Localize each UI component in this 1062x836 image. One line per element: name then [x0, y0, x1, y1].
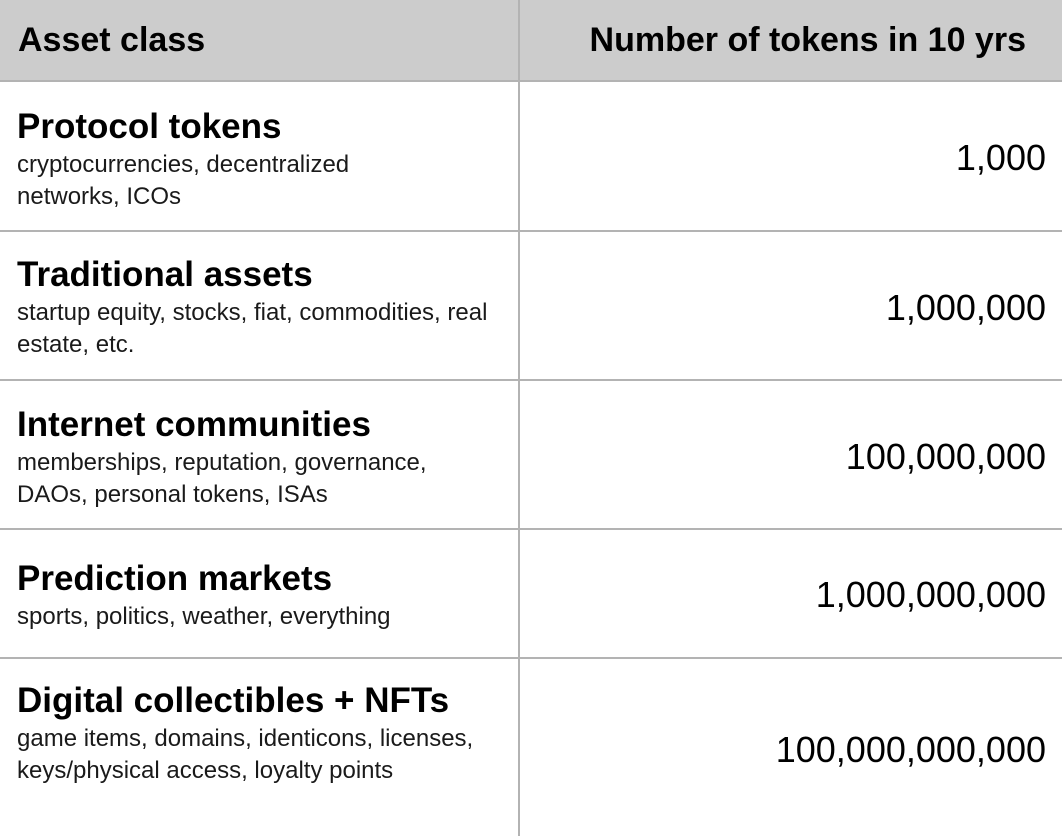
asset-description: game items, domains, identicons, license… — [17, 725, 474, 784]
header-asset-class: Asset class — [18, 21, 206, 59]
asset-title: Prediction markets — [17, 559, 333, 598]
token-count: 1,000 — [955, 137, 1046, 178]
asset-title: Protocol tokens — [17, 107, 282, 146]
table-row: Internet communities memberships, reputa… — [0, 381, 1062, 530]
header-token-count: Number of tokens in 10 yrs — [589, 21, 1026, 59]
table-row: Protocol tokens cryptocurrencies, decent… — [0, 82, 1062, 232]
asset-cell: Internet communities memberships, reputa… — [17, 405, 507, 511]
column-divider — [518, 0, 520, 836]
table-header: Asset class Number of tokens in 10 yrs — [0, 0, 1062, 82]
asset-description: cryptocurrencies, decentralized networks… — [17, 151, 350, 210]
token-count: 100,000,000,000 — [775, 729, 1046, 770]
token-count: 100,000,000 — [845, 436, 1046, 477]
asset-title: Traditional assets — [17, 255, 313, 294]
table-row: Prediction markets sports, politics, wea… — [0, 530, 1062, 659]
asset-cell: Traditional assets startup equity, stock… — [17, 255, 507, 361]
asset-description: sports, politics, weather, everything — [17, 603, 391, 630]
asset-cell: Digital collectibles + NFTs game items, … — [17, 681, 507, 787]
table-row: Digital collectibles + NFTs game items, … — [0, 659, 1062, 836]
table-row: Traditional assets startup equity, stock… — [0, 232, 1062, 381]
asset-description: startup equity, stocks, fiat, commoditie… — [17, 299, 488, 358]
asset-cell: Prediction markets sports, politics, wea… — [17, 559, 507, 633]
token-count: 1,000,000,000 — [815, 574, 1046, 615]
asset-title: Digital collectibles + NFTs — [17, 681, 450, 720]
asset-title: Internet communities — [17, 405, 371, 444]
asset-description: memberships, reputation, governance, DAO… — [17, 449, 427, 508]
asset-cell: Protocol tokens cryptocurrencies, decent… — [17, 107, 507, 213]
token-count: 1,000,000 — [885, 287, 1046, 328]
